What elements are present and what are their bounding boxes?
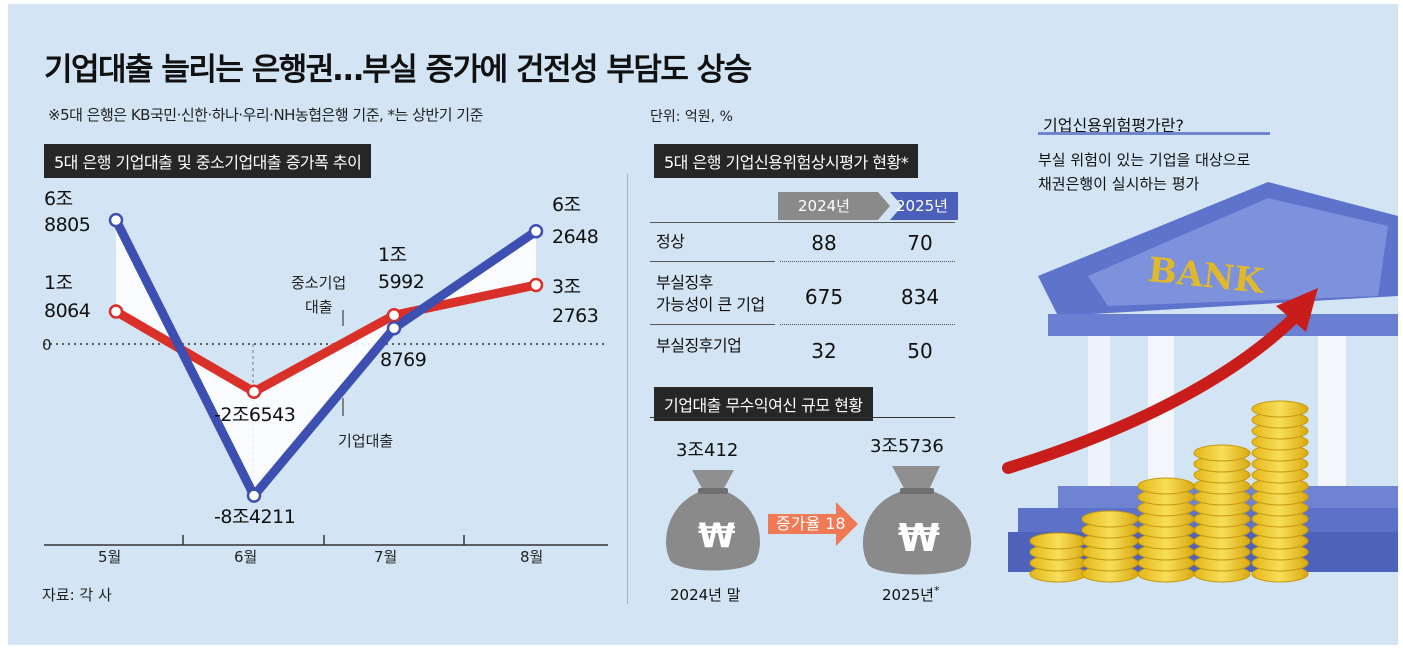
info-title: 기업신용위험평가란? [1043, 116, 1184, 135]
growth-arrow [768, 502, 858, 546]
section-divider [627, 174, 628, 604]
series-gap-fill [116, 220, 536, 496]
growth-label: 증가율 18 [776, 514, 846, 533]
line-chart [44, 212, 608, 546]
year-header-2024: 2024년 [798, 197, 850, 215]
coin-3-11 [1193, 444, 1251, 462]
year-header [778, 192, 958, 220]
month-label-may: 5월 [98, 548, 122, 566]
data-point-corp-1 [246, 488, 262, 503]
month-label-jul: 7월 [374, 548, 398, 566]
data-point-sme-0 [108, 304, 124, 319]
sme-aug-label-2: 2763 [552, 305, 599, 327]
cell-risk-2024: 675 [804, 285, 844, 309]
line-chart-title: 5대 은행 기업대출 및 중소기업대출 증가폭 추이 [44, 144, 372, 178]
table-top-rule [650, 222, 955, 223]
corp-may-label-2: 8805 [44, 214, 91, 236]
data-point-corp-2 [386, 320, 402, 336]
corp-jul-label: 8769 [380, 349, 427, 371]
money-bag-2025 [862, 466, 972, 575]
row-rule-2-dotted [780, 324, 955, 325]
info-desc-line-2: 채권은행이 실시하는 평가 [1038, 175, 1200, 193]
row-label-normal: 정상 [656, 232, 685, 251]
bag-section-title: 기업대출 무수익여신 규모 현황 [654, 387, 873, 421]
row-label-risk-2: 가능성이 큰 기업 [656, 295, 765, 314]
corp-series-label: 기업대출 [338, 432, 394, 450]
bag-value-2025: 3조5736 [870, 436, 944, 457]
row-rule-2 [650, 324, 775, 325]
table-title: 5대 은행 기업신용위험상시평가 현황* [654, 144, 919, 178]
cell-risk-2025: 834 [900, 285, 940, 309]
coin-stacks-graphic [1029, 400, 1309, 583]
won-icon: ₩ [698, 516, 736, 556]
info-description: 부실 위험이 있는 기업을 대상으로 채권은행이 실시하는 평가 [1038, 148, 1250, 196]
coin-1-5 [1081, 510, 1139, 528]
sme-series-label-2: 대출 [305, 298, 333, 316]
year-arrow-2025 [890, 192, 958, 220]
sme-aug-label-1: 3조 [552, 276, 581, 298]
page-title: 기업대출 늘리는 은행권…부실 증가에 건전성 부담도 상승 [44, 52, 752, 88]
coin-2-8 [1137, 477, 1195, 495]
bag-value-2024: 3조412 [676, 440, 739, 461]
won-icon: ₩ [898, 516, 940, 560]
bank-illustration [1002, 182, 1398, 583]
infographic: 기업대출 늘리는 은행권…부실 증가에 건전성 부담도 상승 ※5대 은행은 K… [8, 4, 1398, 645]
bag-caption-2024: 2024년 말 [670, 586, 741, 604]
series-line-corp [111, 215, 541, 501]
money-bags-graphic [666, 466, 972, 575]
data-point-sme-3 [528, 277, 544, 293]
source-note: 자료: 각 사 [42, 586, 112, 604]
info-title-underline [1038, 132, 1270, 135]
rising-arrow-icon [1002, 288, 1318, 474]
data-point-corp-0 [108, 212, 124, 228]
year-arrow-2024 [778, 192, 890, 220]
bank-building-icon [1008, 182, 1398, 572]
cell-normal-2024: 88 [811, 231, 837, 255]
data-point-sme-2 [386, 307, 402, 323]
bag-caption-2025: 2025년* [882, 584, 940, 604]
cell-insolvent-2025: 50 [907, 339, 933, 363]
row-rule-1-dotted [780, 261, 955, 262]
row-label-risk-1: 부실징후 [656, 273, 713, 292]
zero-label: 0 [42, 336, 52, 354]
row-rule-1 [650, 261, 775, 262]
row-label-insolvent: 부실징후기업 [656, 336, 742, 355]
corp-aug-label-2: 2648 [552, 226, 599, 248]
bag-section-rule [650, 417, 955, 418]
sme-jul-label-1: 1조 [378, 244, 407, 266]
sme-jul-label-2: 5992 [378, 271, 425, 293]
cell-insolvent-2024: 32 [811, 339, 837, 363]
coin-0-3 [1029, 532, 1087, 550]
data-point-sme-1 [246, 384, 262, 400]
sme-jun-label: -2조6543 [214, 404, 296, 426]
money-bag-2024 [666, 470, 760, 571]
corp-jun-label: -8조4211 [214, 506, 296, 528]
coin-4-15 [1251, 400, 1309, 418]
year-header-2025: 2025년 [896, 197, 948, 215]
month-label-jun: 6월 [234, 548, 258, 566]
info-desc-line-1: 부실 위험이 있는 기업을 대상으로 [1038, 151, 1251, 169]
month-label-aug: 8월 [520, 548, 544, 566]
corp-aug-label-1: 6조 [552, 194, 581, 216]
sme-may-label-2: 8064 [44, 300, 91, 322]
cell-normal-2025: 70 [907, 231, 933, 255]
footnote: ※5대 은행은 KB국민·신한·하나·우리·NH농협은행 기준, *는 상반기 … [48, 106, 483, 124]
unit-note: 단위: 억원, % [650, 109, 733, 125]
data-point-corp-3 [528, 223, 544, 239]
corp-may-label-1: 6조 [44, 188, 73, 210]
sme-series-label-1: 중소기업 [291, 274, 347, 292]
sme-may-label-1: 1조 [44, 272, 73, 294]
